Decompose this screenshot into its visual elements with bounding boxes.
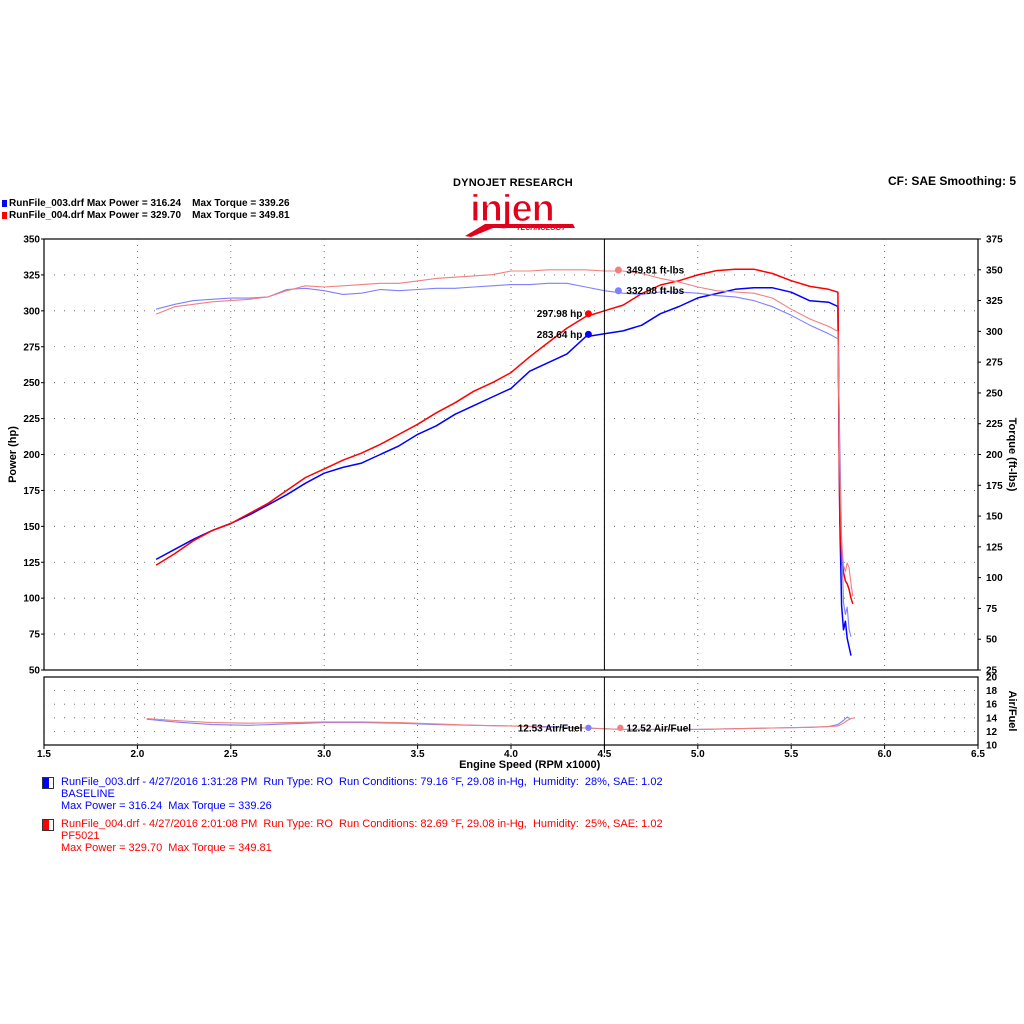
top-run-max-torque: Max Torque = 339.26 — [192, 198, 290, 209]
series-line-power-blue — [155, 287, 852, 656]
top-run-file: RunFile_004.drf — [9, 210, 85, 221]
injen-logo-graphic: injen TECHNOLOGY — [465, 187, 575, 237]
afr-tick-label: 12 — [986, 727, 998, 738]
legend-run-label: BASELINE — [61, 788, 115, 800]
logo-wordmark: injen — [470, 190, 554, 230]
cursor-marker — [614, 287, 622, 295]
y-tick-label-left: 225 — [23, 414, 40, 425]
y-tick-label-left: 250 — [23, 378, 40, 389]
y-tick-label-right: 350 — [986, 265, 1003, 276]
y-axis-label-left: Power (hp) — [7, 426, 19, 483]
y-tick-label-left: 350 — [23, 235, 40, 246]
y-tick-label-right: 50 — [986, 635, 998, 646]
logo-subtext: TECHNOLOGY — [516, 225, 567, 232]
series-line-torque-red — [155, 269, 854, 597]
brand-title: DYNOJET RESEARCH — [453, 177, 573, 189]
series-line-afr — [146, 717, 855, 730]
y-tick-label-right: 150 — [986, 512, 1003, 523]
x-tick-label: 2.5 — [224, 749, 238, 760]
y-tick-label-right: 75 — [986, 604, 998, 615]
afr-axis-label: Air/Fuel — [1006, 691, 1018, 732]
afr-tick-label: 10 — [986, 741, 998, 752]
cursor-marker — [584, 330, 592, 338]
cursor-value-label: 332.98 ft-lbs — [626, 286, 684, 297]
legend-run-max: Max Power = 329.70 Max Torque = 349.81 — [61, 842, 272, 854]
top-run-max-torque: Max Torque = 349.81 — [192, 210, 290, 221]
cursor-marker — [584, 310, 592, 318]
y-tick-label-left: 175 — [23, 486, 40, 497]
legend-run-label: PF5021 — [61, 830, 100, 842]
y-tick-label-left: 325 — [23, 270, 40, 281]
x-tick-label: 5.0 — [691, 749, 705, 760]
y-tick-label-right: 225 — [986, 419, 1003, 430]
y-tick-label-right: 250 — [986, 388, 1003, 399]
x-tick-label: 3.0 — [317, 749, 331, 760]
y-tick-label-right: 200 — [986, 450, 1003, 461]
y-tick-label-left: 75 — [29, 630, 41, 641]
x-tick-label: 6.5 — [971, 749, 985, 760]
y-tick-label-left: 125 — [23, 558, 40, 569]
cursor-value-label: 12.52 Air/Fuel — [626, 723, 691, 734]
y-tick-label-left: 300 — [23, 306, 40, 317]
x-tick-label: 2.0 — [130, 749, 144, 760]
cursor-value-label: 349.81 ft-lbs — [626, 266, 684, 277]
y-tick-label-right: 25 — [986, 666, 998, 677]
y-tick-label-left: 275 — [23, 342, 40, 353]
afr-tick-label: 18 — [986, 686, 998, 697]
x-tick-label: 5.5 — [784, 749, 798, 760]
legend-swatch — [42, 819, 54, 831]
run-color-swatch — [2, 199, 7, 207]
top-run-max-power: Max Power = 329.70 — [86, 210, 182, 221]
y-tick-label-left: 150 — [23, 522, 40, 533]
y-tick-label-left: 200 — [23, 450, 40, 461]
y-tick-label-right: 100 — [986, 573, 1003, 584]
top-run-max-power: Max Power = 316.24 — [86, 198, 182, 209]
afr-tick-label: 14 — [986, 713, 998, 724]
top-run-file: RunFile_003.drf — [9, 198, 85, 209]
series-line-power-red — [155, 268, 854, 605]
cursor-marker — [585, 724, 592, 731]
y-tick-label-right: 175 — [986, 481, 1003, 492]
y-tick-label-right: 275 — [986, 358, 1003, 369]
cursor-value-label: 297.98 hp — [537, 309, 583, 320]
legend-run-info: RunFile_004.drf - 4/27/2016 2:01:08 PM R… — [61, 818, 663, 830]
legend-run-info: RunFile_003.drf - 4/27/2016 1:31:28 PM R… — [61, 776, 663, 788]
y-tick-label-right: 375 — [986, 235, 1003, 246]
logo-swoosh — [465, 224, 575, 237]
top-run-red: RunFile_004.drf Max Power = 329.70 Max T… — [2, 210, 290, 221]
cursor-marker — [614, 266, 622, 274]
chart-settings: CF: SAE Smoothing: 5 — [888, 174, 1016, 188]
x-tick-label: 4.5 — [597, 749, 611, 760]
y-axis-label-right: Torque (ft-lbs) — [1006, 418, 1018, 492]
x-tick-label: 4.0 — [504, 749, 518, 760]
cursor-value-label: 283.64 hp — [537, 330, 583, 341]
legend-run-max: Max Power = 316.24 Max Torque = 339.26 — [61, 800, 272, 812]
x-tick-label: 6.0 — [878, 749, 892, 760]
y-tick-label-left: 100 — [23, 594, 40, 605]
x-tick-label: 1.5 — [37, 749, 51, 760]
cursor-marker — [617, 724, 624, 732]
y-tick-label-right: 300 — [986, 327, 1003, 338]
y-tick-label-left: 50 — [29, 666, 41, 677]
legend-swatch — [42, 777, 54, 789]
y-tick-label-right: 125 — [986, 542, 1003, 553]
run-color-swatch — [2, 211, 7, 219]
y-tick-label-right: 325 — [986, 296, 1003, 307]
afr-tick-label: 16 — [986, 700, 998, 711]
series-line-torque-blue — [155, 282, 852, 637]
afr-plot-frame — [43, 676, 979, 746]
x-tick-label: 3.5 — [411, 749, 425, 760]
cursor-value-label: 12.53 Air/Fuel — [518, 723, 583, 734]
injen-logo: injen TECHNOLOGY — [445, 187, 580, 238]
x-axis-label: Engine Speed (RPM x1000) — [459, 759, 601, 771]
top-run-blue: RunFile_003.drf Max Power = 316.24 Max T… — [2, 198, 290, 209]
afr-tick-label: 20 — [986, 673, 998, 684]
